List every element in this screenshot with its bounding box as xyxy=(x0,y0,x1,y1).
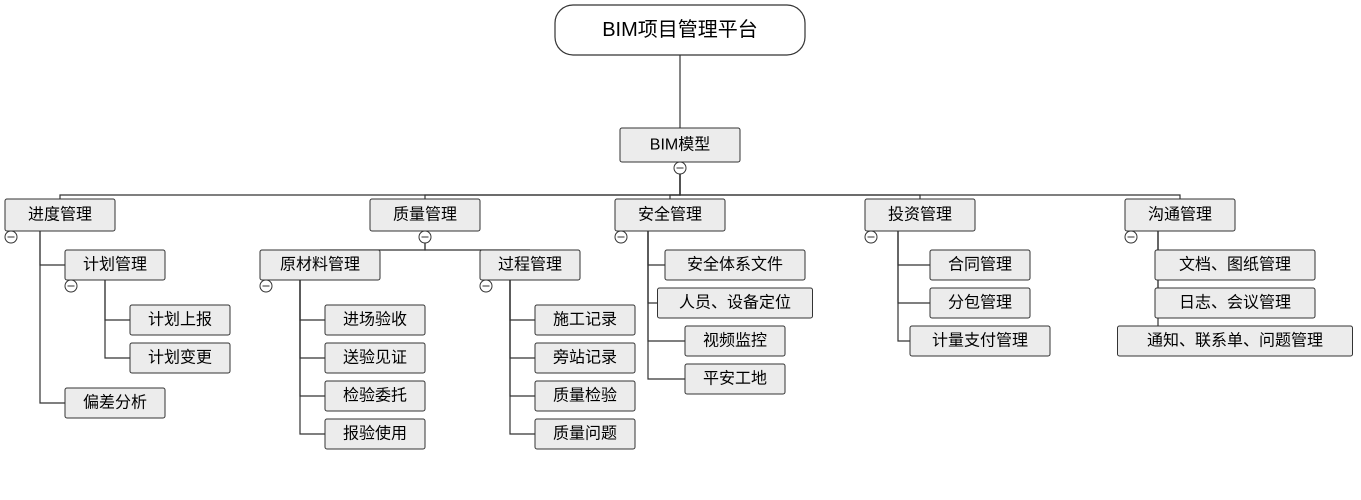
collapse-toggle[interactable] xyxy=(1125,231,1137,243)
node-label: 分包管理 xyxy=(948,294,1012,312)
edge xyxy=(105,280,130,320)
node-label: 进度管理 xyxy=(28,206,92,224)
edge xyxy=(510,280,535,358)
edge xyxy=(1118,231,1159,341)
node-safe4: 平安工地 xyxy=(685,364,785,394)
node-label: 施工记录 xyxy=(553,311,617,329)
node-label: 计划管理 xyxy=(83,256,147,274)
node-label: BIM项目管理平台 xyxy=(602,18,758,41)
collapse-toggle[interactable] xyxy=(865,231,877,243)
node-label: 原材料管理 xyxy=(280,256,360,274)
node-label: 平安工地 xyxy=(703,370,767,388)
node-label: 计量支付管理 xyxy=(932,332,1028,350)
node-proc2: 旁站记录 xyxy=(535,343,635,373)
node-planrep: 计划上报 xyxy=(130,305,230,335)
node-label: 视频监控 xyxy=(703,332,767,350)
collapse-toggle[interactable] xyxy=(419,231,431,243)
node-inv2: 分包管理 xyxy=(930,288,1030,318)
edge xyxy=(648,231,665,265)
edge xyxy=(898,231,930,303)
collapse-toggle[interactable] xyxy=(5,231,17,243)
edge xyxy=(105,280,130,358)
node-raw: 原材料管理 xyxy=(260,250,380,292)
nodes-layer: BIM项目管理平台 BIM模型进度管理 质量管理 安全管理 投资管理 沟通管理计划管理计划… xyxy=(5,5,1353,449)
edges-layer xyxy=(40,55,1180,434)
node-label: 检验委托 xyxy=(343,387,407,405)
node-proc4: 质量问题 xyxy=(535,419,635,449)
node-label: 旁站记录 xyxy=(553,349,617,367)
node-proc3: 质量检验 xyxy=(535,381,635,411)
node-label: 沟通管理 xyxy=(1148,206,1212,224)
node-label: 安全体系文件 xyxy=(687,256,783,274)
edge xyxy=(300,280,325,320)
node-comm2: 日志、会议管理 xyxy=(1155,288,1315,318)
edge xyxy=(60,162,680,199)
node-model: BIM模型 xyxy=(620,128,740,174)
node-safe2: 人员、设备定位 xyxy=(658,288,813,318)
node-comm1: 文档、图纸管理 xyxy=(1155,250,1315,280)
node-label: 日志、会议管理 xyxy=(1179,294,1291,312)
node-label: 投资管理 xyxy=(888,206,952,224)
node-comm3: 通知、联系单、问题管理 xyxy=(1118,326,1353,356)
collapse-toggle[interactable] xyxy=(260,280,272,292)
edge xyxy=(40,231,65,403)
node-label: 质量管理 xyxy=(393,206,457,224)
node-comm: 沟通管理 xyxy=(1125,199,1235,243)
edge xyxy=(300,280,325,434)
node-proc: 过程管理 xyxy=(480,250,580,292)
node-label: 质量检验 xyxy=(553,387,617,405)
node-prog: 进度管理 xyxy=(5,199,115,243)
edge xyxy=(300,280,325,396)
node-plan: 计划管理 xyxy=(65,250,165,292)
edge xyxy=(300,280,325,358)
edge xyxy=(680,162,1180,199)
edge xyxy=(648,231,685,341)
node-raw4: 报验使用 xyxy=(325,419,425,449)
node-raw1: 进场验收 xyxy=(325,305,425,335)
collapse-toggle[interactable] xyxy=(480,280,492,292)
edge xyxy=(898,231,930,265)
node-label: 通知、联系单、问题管理 xyxy=(1147,332,1323,350)
node-label: 文档、图纸管理 xyxy=(1179,256,1291,274)
node-raw3: 检验委托 xyxy=(325,381,425,411)
node-label: 计划变更 xyxy=(148,349,212,367)
node-safe1: 安全体系文件 xyxy=(665,250,805,280)
node-qual: 质量管理 xyxy=(370,199,480,243)
node-safe3: 视频监控 xyxy=(685,326,785,356)
edge xyxy=(648,231,658,303)
node-label: 送验见证 xyxy=(343,349,407,367)
collapse-toggle[interactable] xyxy=(615,231,627,243)
node-root: BIM项目管理平台 xyxy=(555,5,805,55)
node-label: 报验使用 xyxy=(343,425,407,443)
edge xyxy=(680,162,920,199)
node-label: 合同管理 xyxy=(948,256,1012,274)
node-proc1: 施工记录 xyxy=(535,305,635,335)
collapse-toggle[interactable] xyxy=(674,162,686,174)
node-label: 人员、设备定位 xyxy=(679,294,791,312)
node-safe: 安全管理 xyxy=(615,199,725,243)
collapse-toggle[interactable] xyxy=(65,280,77,292)
node-label: 安全管理 xyxy=(638,206,702,224)
edge xyxy=(510,280,535,396)
node-dev: 偏差分析 xyxy=(65,388,165,418)
edge xyxy=(40,231,65,265)
node-inv3: 计量支付管理 xyxy=(910,326,1050,356)
node-raw2: 送验见证 xyxy=(325,343,425,373)
node-label: 质量问题 xyxy=(553,425,617,443)
tree-diagram: BIM项目管理平台 BIM模型进度管理 质量管理 安全管理 投资管理 沟通管理计划管理计划… xyxy=(0,0,1361,500)
edge xyxy=(510,280,535,434)
node-planchg: 计划变更 xyxy=(130,343,230,373)
edge xyxy=(425,231,530,250)
node-inv1: 合同管理 xyxy=(930,250,1030,280)
node-label: 进场验收 xyxy=(343,311,407,329)
edge xyxy=(510,280,535,320)
node-label: 偏差分析 xyxy=(83,394,147,412)
edge xyxy=(898,231,910,341)
edge xyxy=(425,162,680,199)
edge xyxy=(320,231,425,250)
node-inv: 投资管理 xyxy=(865,199,975,243)
node-label: 计划上报 xyxy=(148,311,212,329)
node-label: 过程管理 xyxy=(498,256,562,274)
node-label: BIM模型 xyxy=(650,136,710,154)
